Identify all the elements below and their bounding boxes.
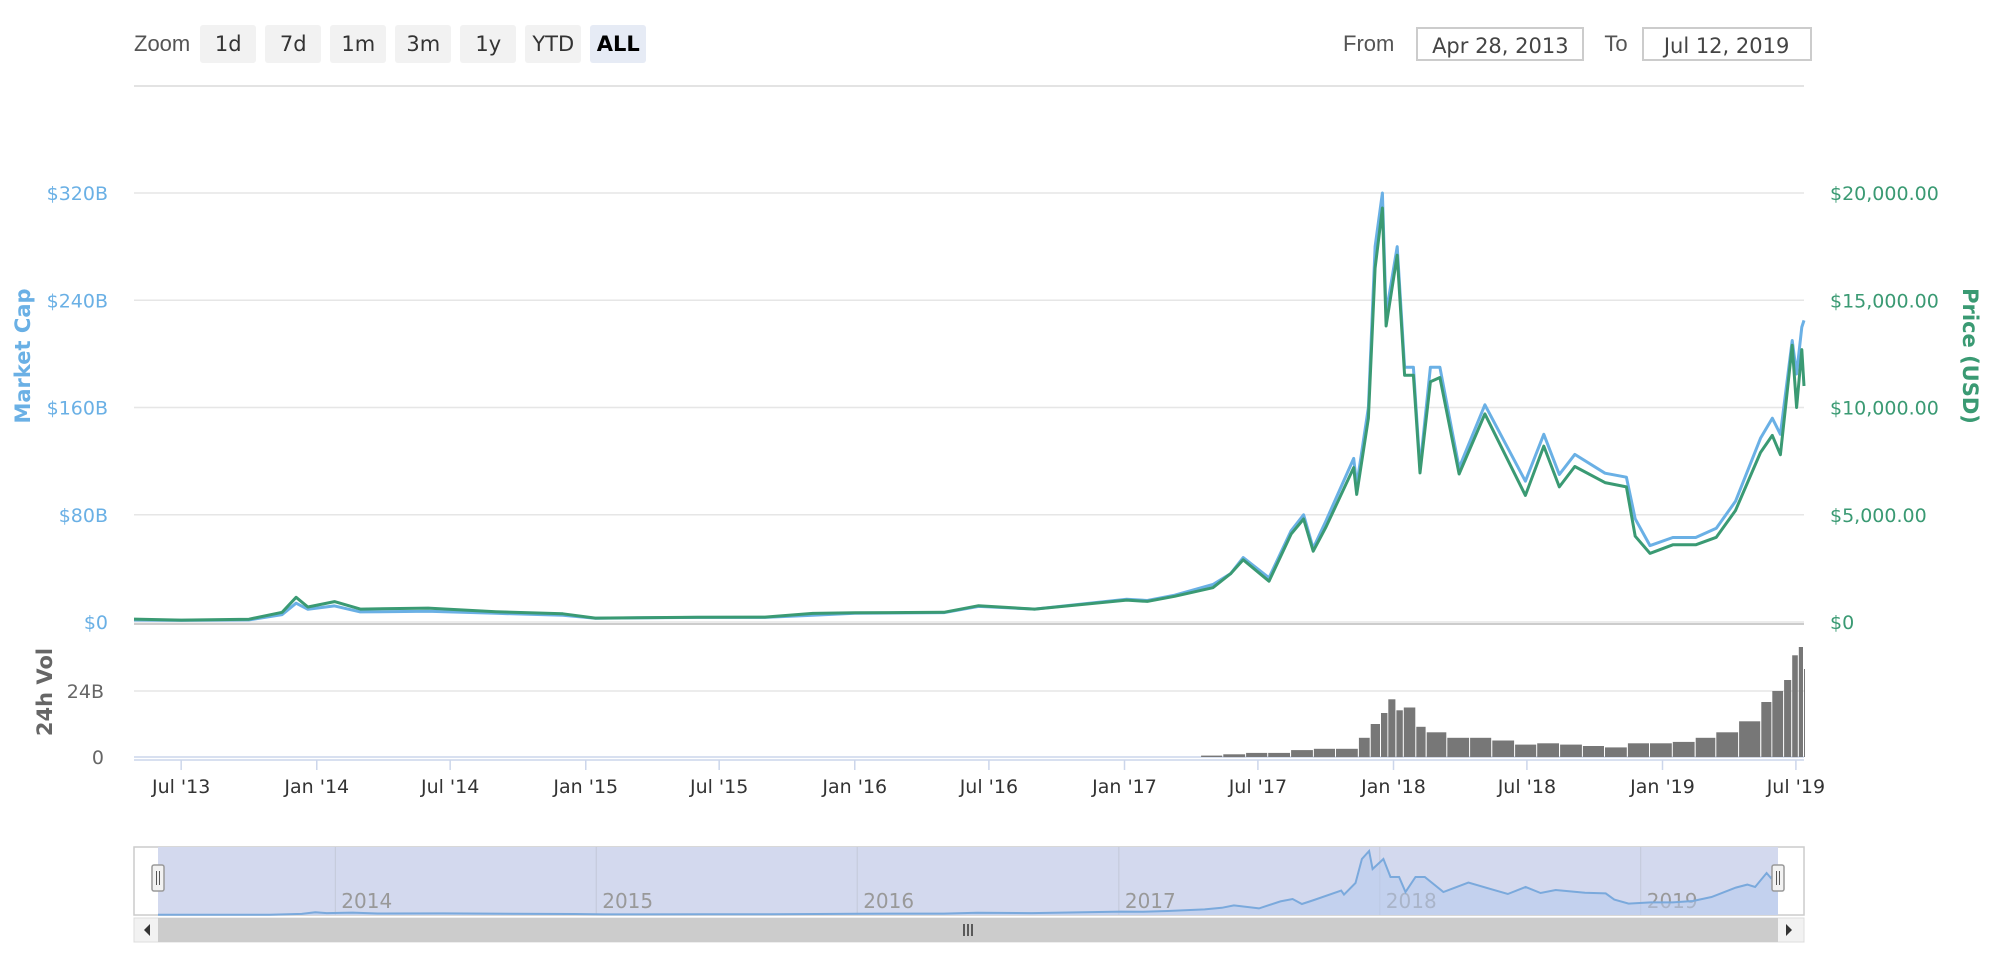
volume-bar xyxy=(1246,752,1268,757)
x-tick-label: Jul '17 xyxy=(1228,776,1287,798)
scroll-left-arrow-icon[interactable] xyxy=(144,924,150,936)
volume-bar xyxy=(1605,747,1627,757)
left-axis-title: Market Cap xyxy=(11,288,35,423)
volume-bar xyxy=(1358,737,1370,758)
scroll-right-arrow-icon[interactable] xyxy=(1786,924,1792,936)
volume-bar xyxy=(1515,744,1537,757)
volume-tick-label: 24B xyxy=(67,681,104,703)
volume-bar xyxy=(1798,647,1803,757)
zoom-button-1m[interactable]: 1m xyxy=(330,25,387,63)
volume-bar xyxy=(1804,669,1805,757)
zoom-button-7d[interactable]: 7d xyxy=(265,25,322,63)
volume-bar xyxy=(1447,737,1470,758)
to-date-input[interactable]: Jul 12, 2019 xyxy=(1641,27,1812,61)
zoom-button-3m[interactable]: 3m xyxy=(395,25,452,63)
volume-axis-title: 24h Vol xyxy=(33,648,57,736)
navigator-year-label: 2015 xyxy=(602,889,653,913)
volume-bar xyxy=(1784,680,1792,757)
x-tick-label: Jul '15 xyxy=(689,776,748,798)
from-label: From xyxy=(1343,31,1395,56)
left-tick-label: $320B xyxy=(47,183,108,205)
zoom-button-all[interactable]: ALL xyxy=(590,25,647,63)
to-label: To xyxy=(1604,31,1628,56)
volume-tick-label: 0 xyxy=(92,747,104,769)
volume-bar xyxy=(1313,748,1335,758)
navigator-area xyxy=(158,851,1778,915)
volume-bar xyxy=(1396,710,1403,758)
zoom-label: Zoom xyxy=(134,31,191,56)
volume-bar xyxy=(1370,724,1380,757)
x-tick-label: Jan '19 xyxy=(1629,776,1695,798)
axes: $0 $80B $160B $240B $320B $0 $5,000.00 $10,000.… xyxy=(11,183,1982,798)
zoom-bar: Zoom 1d 7d 1m 3m 1y YTD ALL xyxy=(134,24,655,64)
right-axis-title: Price (USD) xyxy=(1958,288,1982,424)
x-tick-label: Jan '15 xyxy=(552,776,618,798)
x-tick-label: Jul '13 xyxy=(151,776,210,798)
from-date-input[interactable]: Apr 28, 2013 xyxy=(1416,27,1585,61)
price-series-group xyxy=(133,191,1806,622)
volume-bar xyxy=(1336,748,1358,758)
navigator-year-label: 2017 xyxy=(1125,889,1176,913)
right-tick-label: $5,000.00 xyxy=(1830,505,1927,527)
volume-bar xyxy=(1291,750,1313,757)
volume-bar xyxy=(1716,732,1739,758)
volume-bar xyxy=(1426,732,1447,758)
x-tick-label: Jul '18 xyxy=(1497,776,1556,798)
zoom-button-1y[interactable]: 1y xyxy=(460,25,517,63)
volume-bar xyxy=(1739,721,1761,758)
volume-bar xyxy=(1492,740,1515,757)
navigator-line xyxy=(157,848,1779,916)
volume-bar xyxy=(1388,699,1396,758)
right-tick-label: $0 xyxy=(1830,612,1854,634)
x-tick-label: Jan '17 xyxy=(1091,776,1157,798)
volume-bar xyxy=(1201,755,1223,757)
zoom-button-ytd[interactable]: YTD xyxy=(525,25,582,63)
x-tick-label: Jul '14 xyxy=(420,776,479,798)
navigator-right-handle[interactable] xyxy=(1771,864,1785,892)
right-tick-label: $10,000.00 xyxy=(1830,398,1939,420)
navigator[interactable]: 201420152016201720182019 xyxy=(133,846,1805,943)
volume-bar xyxy=(1223,754,1246,758)
volume-bar xyxy=(1381,713,1388,757)
x-tick-label: Jan '16 xyxy=(821,776,887,798)
left-tick-label: $160B xyxy=(47,398,108,420)
left-tick-label: $80B xyxy=(59,505,108,527)
navigator-left-handle[interactable] xyxy=(151,864,165,892)
volume-bar xyxy=(1672,741,1695,757)
volume-bar xyxy=(1772,691,1784,757)
volume-bar xyxy=(1470,737,1492,758)
x-tick-label: Jan '18 xyxy=(1360,776,1426,798)
price-line xyxy=(133,206,1806,622)
volume-bar xyxy=(1695,737,1716,758)
volume-bar xyxy=(1761,702,1772,757)
volume-bar xyxy=(1582,746,1604,757)
navigator-year-label: 2014 xyxy=(341,889,392,913)
date-range: From Apr 28, 2013 To Jul 12, 2019 xyxy=(1343,24,1812,64)
left-tick-label: $240B xyxy=(47,290,108,312)
volume-bar xyxy=(1403,707,1416,757)
navigator-year-label: 2016 xyxy=(863,889,914,913)
x-tick-label: Jan '14 xyxy=(283,776,349,798)
volume-bar xyxy=(1537,743,1559,758)
volume-bar xyxy=(1792,655,1798,758)
volume-bar xyxy=(1268,752,1290,757)
volume-bar xyxy=(1416,726,1426,758)
left-tick-label: $0 xyxy=(84,612,108,634)
zoom-button-1d[interactable]: 1d xyxy=(200,25,257,63)
volume-bar xyxy=(1560,744,1582,757)
right-tick-label: $20,000.00 xyxy=(1830,183,1939,205)
right-tick-label: $15,000.00 xyxy=(1830,290,1939,312)
market-cap-line xyxy=(133,191,1806,622)
volume-bar xyxy=(1650,743,1672,758)
volume-series xyxy=(1201,647,1805,758)
x-tick-label: Jul '16 xyxy=(959,776,1018,798)
volume-bar xyxy=(1627,743,1649,758)
gridlines xyxy=(134,85,1804,758)
x-tick-label: Jul '19 xyxy=(1766,776,1825,798)
